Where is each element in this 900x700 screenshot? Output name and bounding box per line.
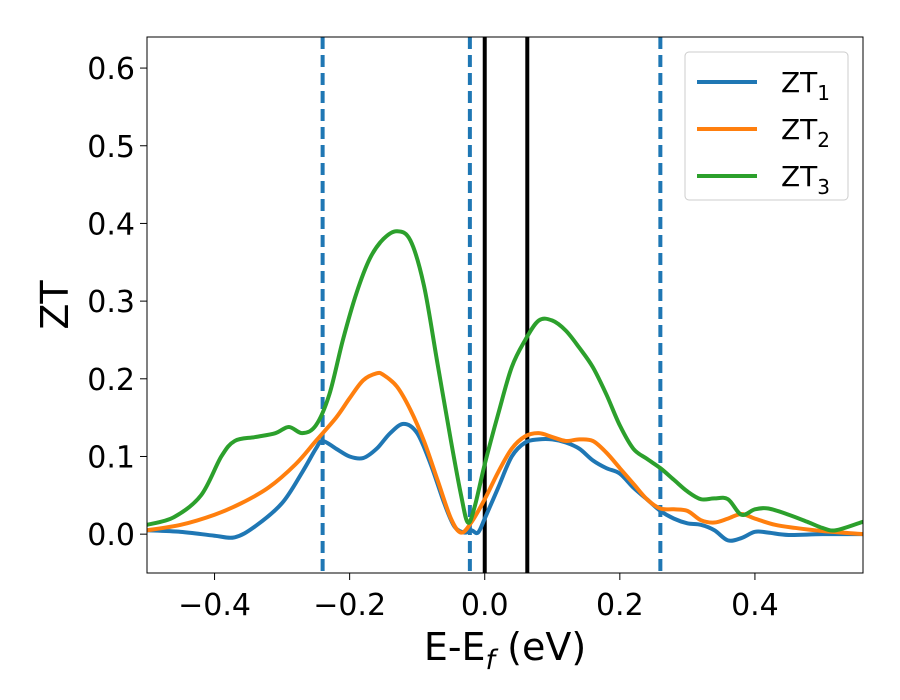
x-ticks: −0.4 −0.2 0.0 0.2 0.4 <box>178 573 779 623</box>
y-axis-label: ZT <box>33 280 77 330</box>
series-lines <box>147 229 863 543</box>
y-tick-label: 0.3 <box>87 285 135 320</box>
y-ticks: 0.0 0.1 0.2 0.3 0.4 0.5 0.6 <box>87 52 147 553</box>
y-tick-label: 0.1 <box>87 440 135 475</box>
legend-label-zt3: ZT3 <box>781 160 830 199</box>
y-tick-label: 0.0 <box>87 518 135 553</box>
y-tick-label: 0.4 <box>87 207 135 242</box>
x-tick-label: −0.2 <box>313 588 386 623</box>
x-tick-label: 0.0 <box>461 588 509 623</box>
legend-label-zt1: ZT1 <box>781 66 830 105</box>
y-tick-label: 0.2 <box>87 363 135 398</box>
series-line-zt3 <box>147 229 863 533</box>
legend-label-zt2: ZT2 <box>781 113 830 152</box>
x-tick-label: 0.2 <box>596 588 644 623</box>
x-tick-label: −0.4 <box>178 588 251 623</box>
x-tick-label: 0.4 <box>731 588 779 623</box>
y-tick-label: 0.6 <box>87 52 135 87</box>
x-axis-label: E-Ef (eV) <box>424 625 586 676</box>
reference-lines <box>320 37 663 573</box>
legend-box <box>684 51 849 201</box>
series-line-zt1 <box>147 421 863 543</box>
series-line-zt2 <box>147 370 863 537</box>
y-tick-label: 0.5 <box>87 130 135 165</box>
axes-frame <box>146 36 864 574</box>
legend: ZT1 ZT2 ZT3 <box>684 51 849 201</box>
